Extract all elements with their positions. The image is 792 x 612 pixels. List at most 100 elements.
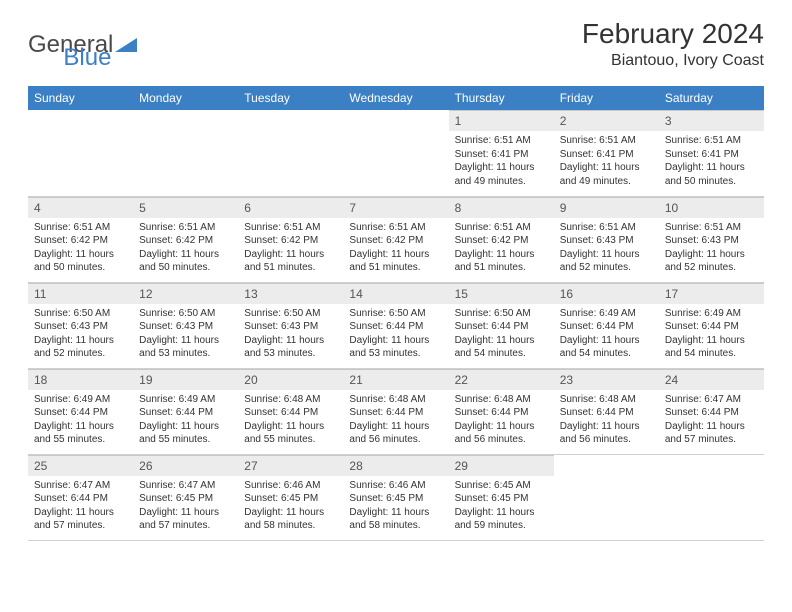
day-number: 9 bbox=[554, 197, 659, 218]
day-details: Sunrise: 6:45 AMSunset: 6:45 PMDaylight:… bbox=[449, 476, 554, 537]
weekday-header-row: SundayMondayTuesdayWednesdayThursdayFrid… bbox=[28, 86, 764, 110]
calendar-week-row: 25Sunrise: 6:47 AMSunset: 6:44 PMDayligh… bbox=[28, 454, 764, 540]
calendar-day-cell: 13Sunrise: 6:50 AMSunset: 6:43 PMDayligh… bbox=[238, 282, 343, 368]
calendar-day-cell: 8Sunrise: 6:51 AMSunset: 6:42 PMDaylight… bbox=[449, 196, 554, 282]
calendar-week-row: 4Sunrise: 6:51 AMSunset: 6:42 PMDaylight… bbox=[28, 196, 764, 282]
calendar-day-cell: 6Sunrise: 6:51 AMSunset: 6:42 PMDaylight… bbox=[238, 196, 343, 282]
day-details: Sunrise: 6:51 AMSunset: 6:43 PMDaylight:… bbox=[659, 218, 764, 279]
weekday-header: Thursday bbox=[449, 86, 554, 110]
day-number: 27 bbox=[238, 455, 343, 476]
day-details: Sunrise: 6:49 AMSunset: 6:44 PMDaylight:… bbox=[28, 390, 133, 451]
day-details: Sunrise: 6:49 AMSunset: 6:44 PMDaylight:… bbox=[133, 390, 238, 451]
weekday-header: Friday bbox=[554, 86, 659, 110]
calendar-day-cell: 14Sunrise: 6:50 AMSunset: 6:44 PMDayligh… bbox=[343, 282, 448, 368]
day-details: Sunrise: 6:51 AMSunset: 6:41 PMDaylight:… bbox=[659, 131, 764, 192]
day-details: Sunrise: 6:48 AMSunset: 6:44 PMDaylight:… bbox=[449, 390, 554, 451]
day-number: 21 bbox=[343, 369, 448, 390]
weekday-header: Saturday bbox=[659, 86, 764, 110]
day-number: 22 bbox=[449, 369, 554, 390]
day-details: Sunrise: 6:48 AMSunset: 6:44 PMDaylight:… bbox=[238, 390, 343, 451]
calendar-day-cell: 18Sunrise: 6:49 AMSunset: 6:44 PMDayligh… bbox=[28, 368, 133, 454]
day-details: Sunrise: 6:51 AMSunset: 6:41 PMDaylight:… bbox=[554, 131, 659, 192]
day-number: 6 bbox=[238, 197, 343, 218]
day-number: 17 bbox=[659, 283, 764, 304]
calendar-day-cell: 4Sunrise: 6:51 AMSunset: 6:42 PMDaylight… bbox=[28, 196, 133, 282]
day-details: Sunrise: 6:51 AMSunset: 6:42 PMDaylight:… bbox=[28, 218, 133, 279]
calendar-day-cell: 20Sunrise: 6:48 AMSunset: 6:44 PMDayligh… bbox=[238, 368, 343, 454]
day-number: 4 bbox=[28, 197, 133, 218]
day-details: Sunrise: 6:51 AMSunset: 6:41 PMDaylight:… bbox=[449, 131, 554, 192]
day-details: Sunrise: 6:49 AMSunset: 6:44 PMDaylight:… bbox=[554, 304, 659, 365]
day-number: 16 bbox=[554, 283, 659, 304]
day-number: 23 bbox=[554, 369, 659, 390]
day-details: Sunrise: 6:47 AMSunset: 6:44 PMDaylight:… bbox=[28, 476, 133, 537]
calendar-day-cell: 21Sunrise: 6:48 AMSunset: 6:44 PMDayligh… bbox=[343, 368, 448, 454]
day-number: 8 bbox=[449, 197, 554, 218]
calendar-page: General Blue February 2024 Biantouo, Ivo… bbox=[0, 0, 792, 559]
day-details: Sunrise: 6:49 AMSunset: 6:44 PMDaylight:… bbox=[659, 304, 764, 365]
day-number: 24 bbox=[659, 369, 764, 390]
calendar-body: . . . . 1Sunrise: 6:51 AMSunset: 6:41 PM… bbox=[28, 110, 764, 540]
month-title: February 2024 bbox=[582, 18, 764, 50]
calendar-day-cell: 29Sunrise: 6:45 AMSunset: 6:45 PMDayligh… bbox=[449, 454, 554, 540]
day-details: Sunrise: 6:48 AMSunset: 6:44 PMDaylight:… bbox=[343, 390, 448, 451]
day-details: Sunrise: 6:47 AMSunset: 6:45 PMDaylight:… bbox=[133, 476, 238, 537]
calendar-day-cell: . bbox=[238, 110, 343, 196]
logo-text-2: Blue bbox=[63, 44, 111, 72]
day-number: 2 bbox=[554, 110, 659, 131]
calendar-day-cell: 26Sunrise: 6:47 AMSunset: 6:45 PMDayligh… bbox=[133, 454, 238, 540]
calendar-day-cell: 9Sunrise: 6:51 AMSunset: 6:43 PMDaylight… bbox=[554, 196, 659, 282]
day-details: Sunrise: 6:50 AMSunset: 6:44 PMDaylight:… bbox=[343, 304, 448, 365]
day-number: 13 bbox=[238, 283, 343, 304]
calendar-day-cell: . bbox=[133, 110, 238, 196]
day-details: Sunrise: 6:46 AMSunset: 6:45 PMDaylight:… bbox=[238, 476, 343, 537]
calendar-day-cell: 7Sunrise: 6:51 AMSunset: 6:42 PMDaylight… bbox=[343, 196, 448, 282]
logo: General Blue bbox=[28, 18, 111, 72]
calendar-week-row: 18Sunrise: 6:49 AMSunset: 6:44 PMDayligh… bbox=[28, 368, 764, 454]
day-number: 19 bbox=[133, 369, 238, 390]
day-details: Sunrise: 6:46 AMSunset: 6:45 PMDaylight:… bbox=[343, 476, 448, 537]
day-details: Sunrise: 6:50 AMSunset: 6:43 PMDaylight:… bbox=[238, 304, 343, 365]
calendar-week-row: . . . . 1Sunrise: 6:51 AMSunset: 6:41 PM… bbox=[28, 110, 764, 196]
day-details: Sunrise: 6:51 AMSunset: 6:42 PMDaylight:… bbox=[238, 218, 343, 279]
day-details: Sunrise: 6:51 AMSunset: 6:42 PMDaylight:… bbox=[133, 218, 238, 279]
day-details: Sunrise: 6:51 AMSunset: 6:43 PMDaylight:… bbox=[554, 218, 659, 279]
day-number: 11 bbox=[28, 283, 133, 304]
day-details: Sunrise: 6:50 AMSunset: 6:43 PMDaylight:… bbox=[28, 304, 133, 365]
weekday-header: Sunday bbox=[28, 86, 133, 110]
calendar-day-cell: 24Sunrise: 6:47 AMSunset: 6:44 PMDayligh… bbox=[659, 368, 764, 454]
title-block: February 2024 Biantouo, Ivory Coast bbox=[582, 18, 764, 70]
day-number: 12 bbox=[133, 283, 238, 304]
calendar-week-row: 11Sunrise: 6:50 AMSunset: 6:43 PMDayligh… bbox=[28, 282, 764, 368]
day-number: 28 bbox=[343, 455, 448, 476]
weekday-header: Tuesday bbox=[238, 86, 343, 110]
day-details: Sunrise: 6:50 AMSunset: 6:44 PMDaylight:… bbox=[449, 304, 554, 365]
weekday-header: Wednesday bbox=[343, 86, 448, 110]
day-number: 14 bbox=[343, 283, 448, 304]
day-details: Sunrise: 6:51 AMSunset: 6:42 PMDaylight:… bbox=[449, 218, 554, 279]
day-number: 5 bbox=[133, 197, 238, 218]
location: Biantouo, Ivory Coast bbox=[582, 52, 764, 70]
day-details: Sunrise: 6:47 AMSunset: 6:44 PMDaylight:… bbox=[659, 390, 764, 451]
calendar-day-cell: 17Sunrise: 6:49 AMSunset: 6:44 PMDayligh… bbox=[659, 282, 764, 368]
calendar-day-cell: 3Sunrise: 6:51 AMSunset: 6:41 PMDaylight… bbox=[659, 110, 764, 196]
day-number: 29 bbox=[449, 455, 554, 476]
header: General Blue February 2024 Biantouo, Ivo… bbox=[28, 18, 764, 72]
day-number: 3 bbox=[659, 110, 764, 131]
logo-triangle-icon bbox=[115, 36, 137, 54]
day-details: Sunrise: 6:51 AMSunset: 6:42 PMDaylight:… bbox=[343, 218, 448, 279]
calendar-day-cell: 27Sunrise: 6:46 AMSunset: 6:45 PMDayligh… bbox=[238, 454, 343, 540]
weekday-header: Monday bbox=[133, 86, 238, 110]
calendar-day-cell: . bbox=[659, 454, 764, 540]
calendar-day-cell: 5Sunrise: 6:51 AMSunset: 6:42 PMDaylight… bbox=[133, 196, 238, 282]
day-number: 1 bbox=[449, 110, 554, 131]
calendar-day-cell: 12Sunrise: 6:50 AMSunset: 6:43 PMDayligh… bbox=[133, 282, 238, 368]
calendar-day-cell: 2Sunrise: 6:51 AMSunset: 6:41 PMDaylight… bbox=[554, 110, 659, 196]
calendar-day-cell: 15Sunrise: 6:50 AMSunset: 6:44 PMDayligh… bbox=[449, 282, 554, 368]
calendar-day-cell: 23Sunrise: 6:48 AMSunset: 6:44 PMDayligh… bbox=[554, 368, 659, 454]
day-number: 26 bbox=[133, 455, 238, 476]
calendar-table: SundayMondayTuesdayWednesdayThursdayFrid… bbox=[28, 86, 764, 541]
calendar-day-cell: 19Sunrise: 6:49 AMSunset: 6:44 PMDayligh… bbox=[133, 368, 238, 454]
day-details: Sunrise: 6:50 AMSunset: 6:43 PMDaylight:… bbox=[133, 304, 238, 365]
calendar-day-cell: 22Sunrise: 6:48 AMSunset: 6:44 PMDayligh… bbox=[449, 368, 554, 454]
